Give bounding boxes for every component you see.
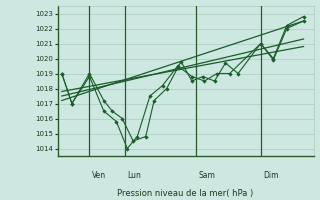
Text: Dim: Dim [263,171,279,180]
Text: Pression niveau de la mer( hPa ): Pression niveau de la mer( hPa ) [117,189,254,198]
Text: Lun: Lun [127,171,141,180]
Text: Sam: Sam [199,171,216,180]
Text: Ven: Ven [92,171,106,180]
